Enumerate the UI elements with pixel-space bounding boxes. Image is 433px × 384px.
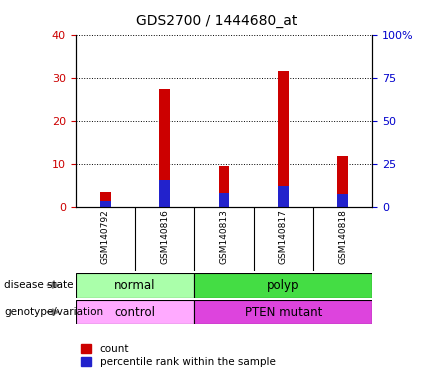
Bar [76,300,194,324]
Text: GSM140818: GSM140818 [338,209,347,264]
Bar [219,193,229,207]
Bar [337,156,348,207]
Text: normal: normal [114,279,156,291]
Text: GSM140817: GSM140817 [279,209,288,264]
Text: GSM140792: GSM140792 [101,209,110,264]
Bar [337,194,348,207]
Text: polyp: polyp [267,279,300,291]
Bar [194,300,372,324]
Bar [76,273,194,298]
Text: disease state: disease state [4,280,74,290]
Text: control: control [115,306,155,318]
Bar [278,71,289,207]
Bar [194,273,372,298]
Bar [159,89,170,207]
Bar [100,201,111,207]
Bar [219,166,229,207]
Bar [159,180,170,207]
Text: GDS2700 / 1444680_at: GDS2700 / 1444680_at [136,14,297,28]
Text: GSM140816: GSM140816 [160,209,169,264]
Bar [278,186,289,207]
Text: genotype/variation: genotype/variation [4,307,103,317]
Bar [100,192,111,207]
Text: PTEN mutant: PTEN mutant [245,306,322,318]
Legend: count, percentile rank within the sample: count, percentile rank within the sample [81,344,276,367]
Text: GSM140813: GSM140813 [220,209,229,264]
